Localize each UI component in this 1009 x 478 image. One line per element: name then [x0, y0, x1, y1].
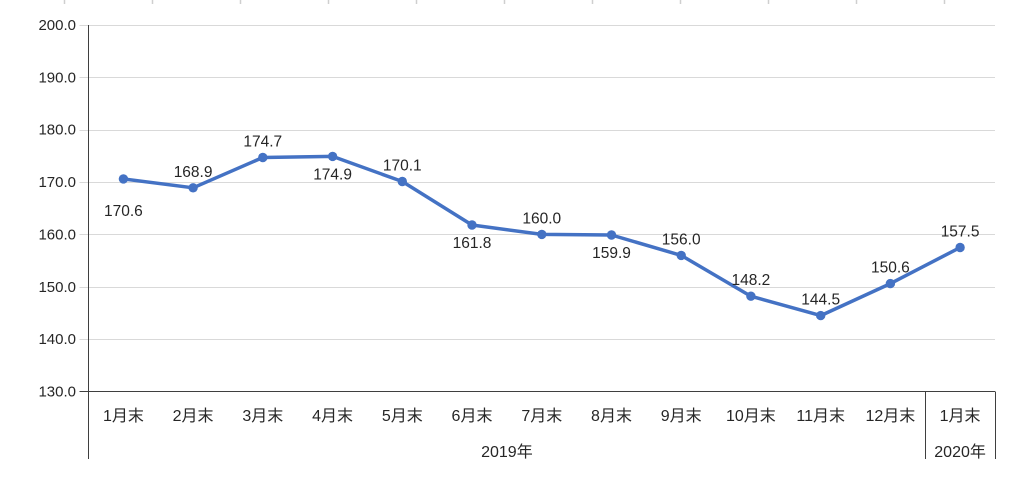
data-point-marker	[746, 291, 756, 301]
data-point-marker	[537, 229, 547, 240]
data-point-marker	[188, 183, 198, 193]
x-tick-label-month: 7月末	[521, 407, 562, 425]
data-point-marker	[955, 242, 965, 253]
y-tick-label: 130.0	[38, 384, 76, 401]
x-group-label-year: 2019年	[481, 443, 533, 461]
data-point-marker	[467, 220, 477, 230]
y-tick-label: 170.0	[38, 174, 76, 191]
data-point-label: 156.0	[662, 231, 701, 248]
y-tick-label: 200.0	[38, 17, 76, 34]
data-point-label: 168.9	[174, 164, 213, 181]
x-tick-label-month: 1月末	[103, 407, 144, 425]
data-point-marker	[258, 152, 268, 163]
x-tick-label-month: 3月末	[242, 407, 283, 425]
data-point-label: 174.7	[243, 134, 282, 151]
x-tick-label-month: 5月末	[382, 407, 423, 425]
x-tick-label-month: 11月末	[796, 407, 845, 425]
y-tick-label: 180.0	[38, 122, 76, 139]
x-tick-label-month: 9月末	[661, 407, 702, 425]
data-point-marker	[816, 310, 826, 321]
x-group-label-year: 2020年	[934, 443, 986, 461]
data-point-label: 170.1	[383, 158, 422, 175]
data-point-label: 161.8	[453, 235, 492, 252]
x-tick-label-month: 4月末	[312, 407, 353, 425]
data-point-marker	[327, 151, 338, 162]
data-point-label: 148.2	[732, 272, 771, 289]
data-point-label: 160.0	[522, 210, 561, 227]
x-tick-label-month: 2月末	[173, 407, 214, 425]
y-tick-label: 160.0	[38, 226, 76, 243]
x-tick-label-month: 10月末	[726, 407, 776, 425]
data-point-label: 174.9	[313, 166, 352, 183]
x-tick-label-month: 1月末	[940, 407, 981, 425]
data-point-label: 144.5	[801, 292, 840, 309]
data-point-label: 157.5	[941, 224, 980, 241]
data-point-marker	[397, 176, 407, 187]
data-point-label: 170.6	[104, 203, 143, 220]
y-tick-label: 140.0	[38, 331, 76, 348]
y-tick-label: 190.0	[38, 69, 76, 86]
data-point-label: 159.9	[592, 245, 631, 262]
data-point-label: 150.6	[871, 260, 910, 277]
x-tick-label-month: 6月末	[452, 407, 493, 425]
data-point-marker	[118, 174, 129, 184]
data-point-marker	[885, 278, 896, 289]
data-point-marker	[676, 250, 686, 261]
data-point-marker	[606, 230, 617, 240]
y-tick-label: 150.0	[38, 279, 76, 296]
x-tick-label-month: 12月末	[865, 407, 915, 425]
x-tick-label-month: 8月末	[591, 407, 632, 425]
